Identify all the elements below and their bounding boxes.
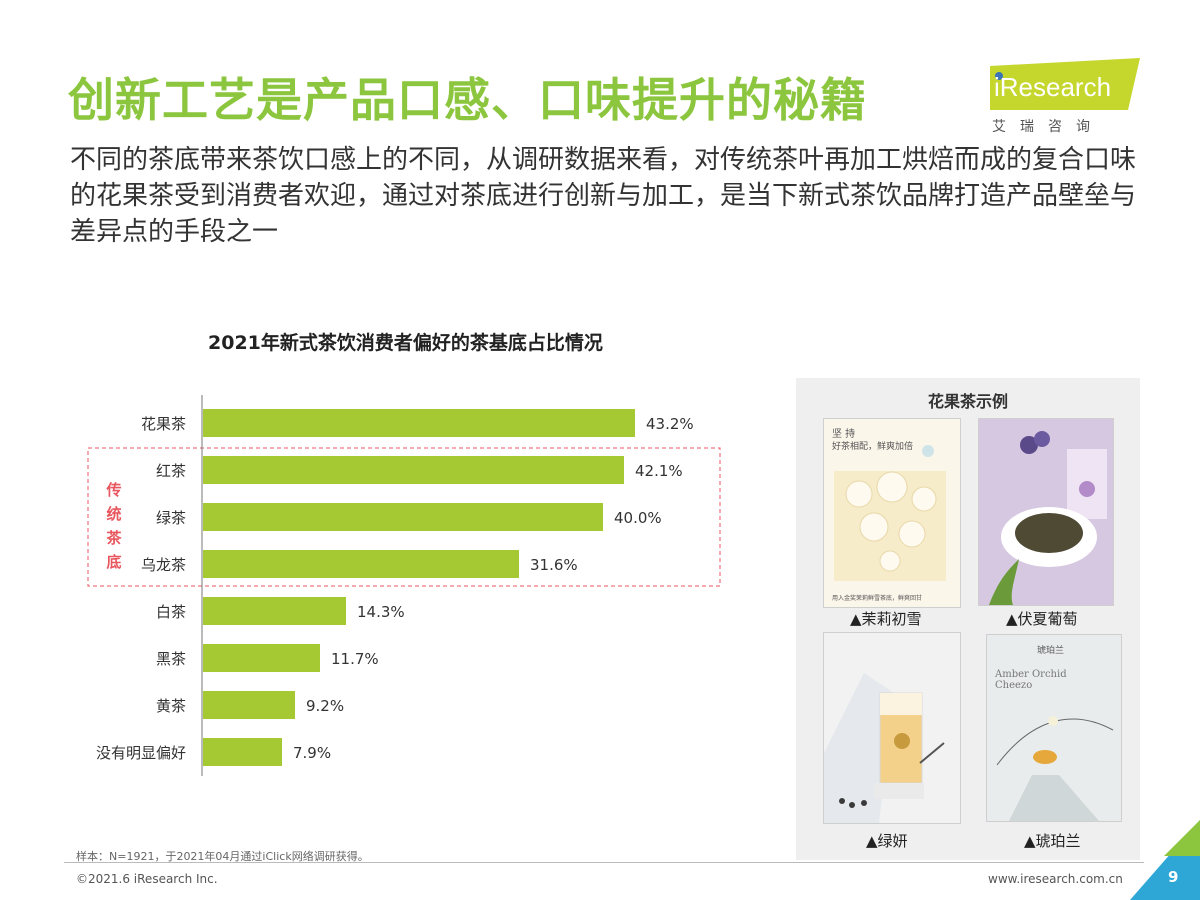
category-label: 没有明显偏好: [96, 744, 186, 762]
green-yan-image: [823, 632, 961, 824]
data-label: 40.0%: [614, 509, 662, 527]
amber-orchid-image: 琥珀兰 Amber Orchid Cheezo: [986, 634, 1122, 822]
category-label: 绿茶: [156, 509, 186, 527]
bar: [203, 738, 282, 766]
iresearch-logo: iResearch 艾瑞咨询: [990, 58, 1140, 138]
category-label: 乌龙茶: [141, 556, 186, 574]
example-panel-title: 花果茶示例: [927, 392, 1008, 411]
data-label: 42.1%: [635, 462, 683, 480]
page-number: 9: [1168, 868, 1179, 886]
category-label: 花果茶: [141, 415, 186, 433]
bar: [203, 409, 635, 437]
amber-orchid-caption: ▲琥珀兰: [1024, 832, 1081, 850]
green-yan-caption: ▲绿妍: [866, 832, 908, 850]
jasmine-tile-slogan: 好茶相配，鲜爽加倍: [832, 442, 914, 452]
data-label: 11.7%: [331, 650, 379, 668]
logo-chinese-name: 艾瑞咨询: [992, 119, 1104, 135]
jasmine-snow-illustration: [834, 445, 946, 581]
page-title: 创新工艺是产品口感、口味提升的秘籍: [68, 73, 867, 127]
data-label: 31.6%: [530, 556, 578, 574]
traditional-tea-bracket: [87, 447, 721, 587]
amber-tile-english: Amber Orchid Cheezo: [995, 669, 1067, 691]
data-label: 14.3%: [357, 603, 405, 621]
page-subtitle: 不同的茶底带来茶饮口感上的不同，从调研数据来看，对传统茶叶再加工烘焙而成的复合口…: [70, 145, 1137, 247]
data-label: 9.2%: [306, 697, 344, 715]
bar: [203, 644, 320, 672]
example-panel: 花果茶示例 坚 持 好茶相配，鲜爽加倍 用入金奖茉莉鲜雪茶底，鲜爽回甘 ▲茉莉初…: [796, 378, 1140, 860]
chart-title: 2021年新式茶饮消费者偏好的茶基底占比情况: [208, 332, 603, 354]
jasmine-snow-image: 坚 持 好茶相配，鲜爽加倍 用入金奖茉莉鲜雪茶底，鲜爽回甘: [823, 418, 961, 608]
bar-chart: 花果茶 43.2% 红茶 42.1% 绿茶 40.0% 乌龙茶 31.6% 白茶 14.3% 黑茶 1…: [87, 395, 721, 776]
category-label: 黄茶: [156, 697, 186, 715]
amber-orchid-illustration: [996, 716, 1114, 821]
summer-grape-illustration: [979, 419, 1113, 605]
category-label: 白茶: [156, 603, 186, 621]
copyright-text: ©2021.6 iResearch Inc.: [76, 872, 218, 886]
logo-wordmark: iResearch: [994, 72, 1112, 102]
corner-decoration: [1130, 820, 1200, 900]
bar: [203, 550, 519, 578]
data-label: 7.9%: [293, 744, 331, 762]
jasmine-tile-heading: 坚 持: [832, 429, 856, 440]
data-label: 43.2%: [646, 415, 694, 433]
website-link[interactable]: www.iresearch.com.cn: [988, 872, 1123, 886]
sample-note: 样本：N=1921，于2021年04月通过iClick网络调研获得。: [76, 850, 369, 863]
jasmine-snow-caption: ▲茉莉初雪: [850, 610, 922, 628]
summer-grape-image: [978, 418, 1114, 606]
jasmine-tile-caption: 用入金奖茉莉鲜雪茶底，鲜爽回甘: [832, 595, 923, 602]
footer-divider: [64, 862, 1144, 863]
category-label: 黑茶: [156, 650, 186, 668]
traditional-tea-label: 传统茶底: [106, 481, 122, 571]
summer-grape-caption: ▲伏夏葡萄: [1006, 610, 1078, 628]
green-yan-illustration: [824, 673, 945, 823]
logo-banner-shape: [990, 58, 1140, 110]
category-label: 红茶: [156, 462, 186, 480]
bar: [203, 597, 346, 625]
bar: [203, 456, 624, 484]
amber-tile-heading: 琥珀兰: [1037, 646, 1065, 656]
bar: [203, 691, 295, 719]
bar: [203, 503, 603, 531]
